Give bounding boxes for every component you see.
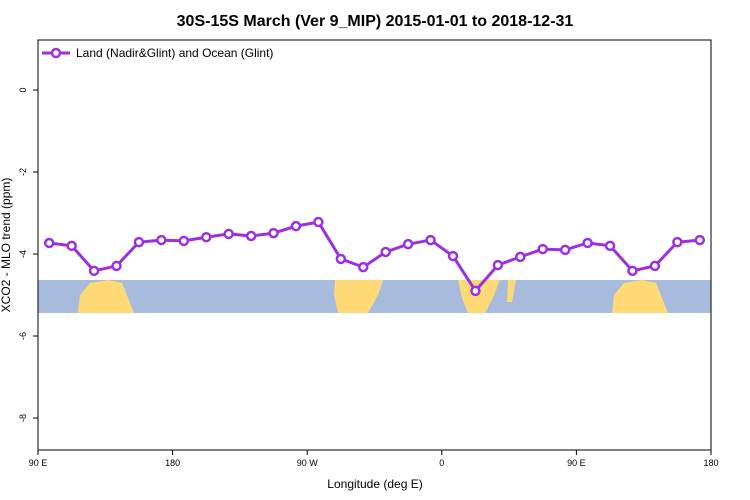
data-point (627, 265, 638, 277)
data-point (604, 240, 616, 252)
data-point (178, 235, 190, 247)
data-point (470, 285, 481, 297)
data-point (694, 234, 706, 246)
x-tick-label: 90 E (29, 458, 48, 468)
data-point (380, 246, 391, 258)
data-point (515, 251, 526, 263)
x-axis-label: Longitude (deg E) (327, 477, 422, 491)
data-point (559, 244, 571, 256)
y-tick-label: 0 (18, 88, 28, 93)
x-tick-label: 90 E (567, 458, 586, 468)
data-point (402, 238, 414, 250)
data-point (223, 228, 234, 240)
x-tick-label: 180 (165, 458, 180, 468)
data-point (335, 253, 347, 265)
data-point (66, 240, 77, 252)
y-tick-label: -4 (18, 250, 28, 258)
data-point (290, 220, 302, 232)
data-point (88, 265, 100, 277)
data-point (111, 260, 122, 272)
data-point (268, 227, 279, 239)
chart-title: 30S-15S March (Ver 9_MIP) 2015-01-01 to … (177, 13, 574, 30)
data-point (156, 234, 167, 246)
x-tick-label: 180 (703, 458, 718, 468)
legend-text: Land (Nadir&Glint) and Ocean (Glint) (76, 46, 273, 60)
data-point (582, 237, 593, 249)
data-point (358, 261, 369, 273)
data-point (43, 237, 55, 249)
map-strip (38, 280, 711, 313)
data-point (447, 250, 459, 262)
plot-frame (37, 39, 712, 451)
legend-marker (50, 47, 62, 59)
y-tick-label: -6 (18, 332, 28, 340)
data-point (649, 260, 661, 272)
data-point (672, 236, 683, 248)
data-point (133, 236, 145, 248)
data-point (425, 234, 436, 246)
data-point (245, 230, 257, 242)
y-tick-label: -2 (18, 168, 28, 176)
x-tick-label: 0 (439, 458, 444, 468)
data-point (492, 259, 504, 271)
data-point (537, 243, 548, 255)
y-tick-label: -8 (18, 414, 28, 422)
data-point (313, 216, 324, 228)
y-axis-label: XCO2 - MLO trend (ppm) (0, 178, 13, 313)
data-point (201, 231, 212, 243)
x-tick-label: 90 W (297, 458, 319, 468)
